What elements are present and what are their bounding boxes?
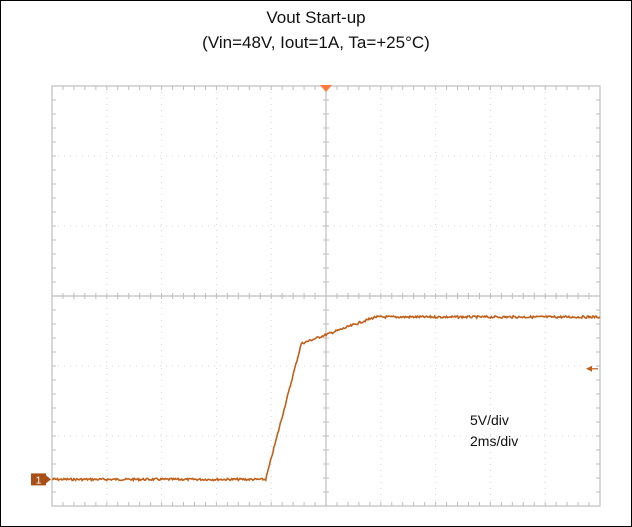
channel-marker-label: 1 <box>36 475 42 486</box>
horizontal-scale-label: 2ms/div <box>470 433 519 449</box>
channel-marker-arrow <box>46 475 51 484</box>
trigger-position-marker <box>320 85 332 92</box>
channel-marker-box <box>31 473 46 486</box>
chart-subtitle: (Vin=48V, Iout=1A, Ta=+25°C) <box>202 33 430 52</box>
vout-waveform-line <box>51 314 601 483</box>
chart-title: Vout Start-up <box>266 8 366 27</box>
trigger-level-marker <box>586 365 592 372</box>
vertical-scale-label: 5V/div <box>470 412 509 428</box>
